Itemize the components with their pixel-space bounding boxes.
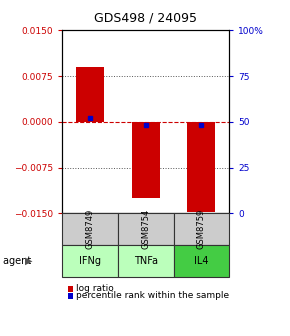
Text: GSM8754: GSM8754 xyxy=(141,209,150,249)
Text: TNFa: TNFa xyxy=(134,256,158,266)
Bar xyxy=(76,67,104,122)
Text: GSM8749: GSM8749 xyxy=(86,209,95,249)
Text: IL4: IL4 xyxy=(194,256,209,266)
Text: ▶: ▶ xyxy=(25,256,32,266)
Text: agent: agent xyxy=(3,256,34,266)
Text: GSM8759: GSM8759 xyxy=(197,209,206,249)
Text: GDS498 / 24095: GDS498 / 24095 xyxy=(93,12,197,25)
Text: percentile rank within the sample: percentile rank within the sample xyxy=(76,291,229,300)
Bar xyxy=(187,122,215,212)
Text: IFNg: IFNg xyxy=(79,256,101,266)
Bar xyxy=(132,122,160,198)
Text: log ratio: log ratio xyxy=(76,284,114,293)
